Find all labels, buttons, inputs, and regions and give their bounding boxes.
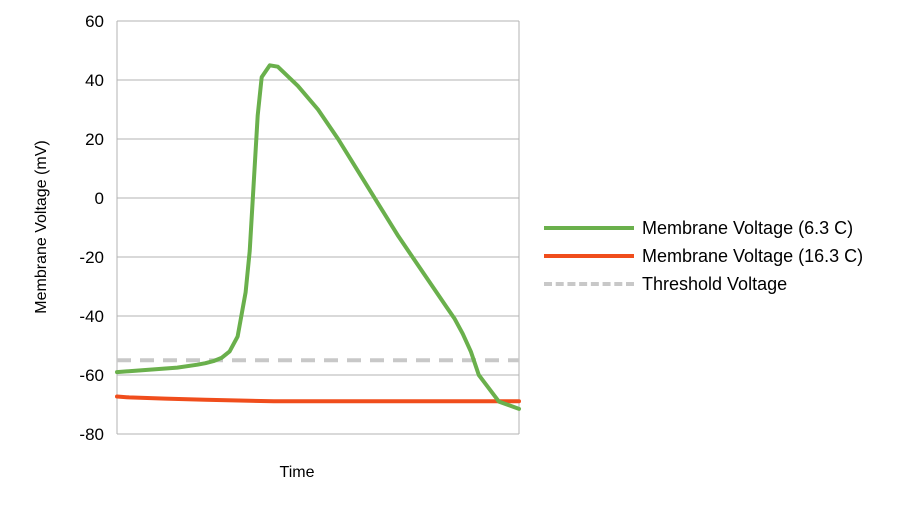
series-line-1 [115, 394, 521, 404]
legend: Membrane Voltage (6.3 C) Membrane Voltag… [544, 214, 863, 298]
y-tick-label: -80 [79, 425, 104, 444]
y-tick-label: 0 [95, 189, 104, 208]
y-tick-label: 20 [85, 130, 104, 149]
y-tick-label: 60 [85, 12, 104, 31]
y-tick-labels: 60 40 20 0 -20 -40 -60 -80 [79, 12, 104, 444]
legend-swatch-threshold [544, 282, 634, 286]
y-tick-label: 40 [85, 71, 104, 90]
y-axis-title: Membrane Voltage (mV) [33, 140, 50, 313]
legend-item-16-3c: Membrane Voltage (16.3 C) [544, 242, 863, 270]
gridlines [116, 20, 520, 435]
legend-swatch-6-3c [544, 226, 634, 230]
series-lines [115, 63, 521, 411]
y-tick-label: -20 [79, 248, 104, 267]
y-tick-label: -40 [79, 307, 104, 326]
legend-label-16-3c: Membrane Voltage (16.3 C) [642, 245, 864, 266]
x-axis-title: Time [280, 464, 315, 481]
legend-swatch-16-3c [544, 254, 634, 258]
series-line-0 [115, 63, 521, 411]
legend-item-6-3c: Membrane Voltage (6.3 C) [544, 214, 863, 242]
legend-label-threshold: Threshold Voltage [642, 273, 788, 294]
y-tick-label: -60 [79, 366, 104, 385]
legend-label-6-3c: Membrane Voltage (6.3 C) [642, 217, 854, 238]
legend-item-threshold: Threshold Voltage [544, 270, 863, 298]
